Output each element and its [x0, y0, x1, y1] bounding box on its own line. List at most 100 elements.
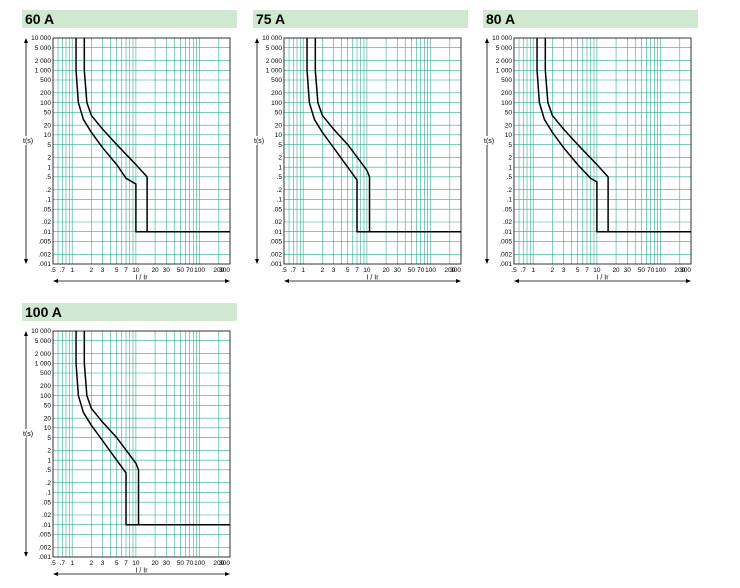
- y-axis-arrowhead-bottom: [255, 259, 259, 264]
- x-tick-label: 5: [576, 267, 580, 274]
- y-tick-label: .005: [38, 532, 51, 539]
- x-axis-label: I / Ir: [596, 275, 609, 282]
- y-axis-arrowhead-bottom: [485, 259, 489, 264]
- x-tick-label: 20: [151, 560, 159, 567]
- y-tick-label: 1: [47, 164, 51, 171]
- y-tick-label: 20: [44, 122, 52, 129]
- y-tick-label: .2: [46, 480, 52, 487]
- x-tick-label: 70: [186, 560, 194, 567]
- y-tick-label: 5: [508, 142, 512, 149]
- x-tick-label: 7: [124, 267, 128, 274]
- x-tick-label: 300: [680, 267, 691, 274]
- x-tick-label: 3: [101, 560, 105, 567]
- x-tick-label: .5: [50, 267, 56, 274]
- x-tick-label: .7: [60, 560, 66, 567]
- x-tick-label: 50: [177, 560, 185, 567]
- x-axis-arrowhead-left: [53, 279, 58, 283]
- y-tick-label: 5: [47, 435, 51, 442]
- x-tick-label: 7: [124, 560, 128, 567]
- y-tick-label: 1 000: [35, 360, 52, 367]
- y-tick-label: .02: [503, 219, 512, 226]
- y-tick-label: .1: [46, 197, 52, 204]
- y-tick-label: 50: [505, 109, 513, 116]
- y-tick-label: .5: [277, 174, 283, 181]
- x-tick-label: 10: [363, 267, 371, 274]
- x-tick-label: 50: [638, 267, 646, 274]
- y-tick-label: .1: [277, 197, 283, 204]
- y-tick-label: 100: [40, 100, 51, 107]
- x-tick-label: 70: [647, 267, 655, 274]
- x-tick-label: .5: [50, 560, 56, 567]
- y-tick-label: 2 000: [496, 58, 513, 65]
- y-tick-label: 1 000: [496, 67, 513, 74]
- curve-lower-bound: [75, 38, 230, 233]
- y-tick-label: 100: [501, 100, 512, 107]
- y-tick-label: .05: [42, 206, 51, 213]
- y-tick-label: 5: [47, 142, 51, 149]
- y-tick-label: 1: [278, 164, 282, 171]
- x-tick-label: 5: [115, 267, 119, 274]
- y-tick-label: 500: [40, 370, 51, 377]
- x-tick-label: 100: [655, 267, 666, 274]
- x-tick-label: 50: [177, 267, 185, 274]
- y-axis-arrowhead-top: [255, 38, 259, 43]
- x-axis-arrowhead-right: [686, 279, 691, 283]
- y-tick-label: 50: [44, 402, 52, 409]
- y-tick-label: 200: [501, 90, 512, 97]
- x-tick-label: 200: [444, 267, 455, 274]
- x-tick-label: 1: [70, 560, 74, 567]
- y-tick-label: .1: [507, 197, 513, 204]
- x-tick-label: 30: [163, 560, 171, 567]
- y-tick-label: 500: [271, 77, 282, 84]
- x-axis-arrowhead-right: [225, 572, 230, 576]
- x-tick-label: 300: [219, 267, 230, 274]
- y-axis-label-bg: [22, 429, 33, 438]
- y-tick-label: .002: [269, 251, 282, 258]
- y-tick-label: .001: [38, 261, 51, 268]
- x-tick-label: .5: [281, 267, 287, 274]
- trip-curve-chart: 10 000 5 000 2 000 1 000 500 200 100 50 20 10 5 2 1.…: [253, 35, 462, 283]
- x-tick-label: 3: [562, 267, 566, 274]
- curve-lower-bound: [536, 38, 691, 233]
- y-tick-label: 2: [508, 155, 512, 162]
- y-tick-label: 1: [47, 457, 51, 464]
- y-tick-label: .005: [269, 239, 282, 246]
- y-tick-label: .02: [42, 512, 51, 519]
- x-tick-label: .7: [521, 267, 527, 274]
- trip-curve-chart: 10 000 5 000 2 000 1 000 500 200 100 50 20 10 5 2 1.…: [22, 328, 231, 576]
- y-tick-label: .002: [499, 251, 512, 258]
- x-axis-arrowhead-left: [284, 279, 289, 283]
- trip-curve-chart: 10 000 5 000 2 000 1 000 500 200 100 50 20 10 5 2 1.…: [483, 35, 692, 283]
- x-tick-label: .5: [511, 267, 517, 274]
- x-tick-label: 5: [115, 560, 119, 567]
- y-axis-label-bg: [483, 136, 494, 145]
- panel-title: 80 A: [486, 11, 516, 27]
- y-tick-label: 1 000: [266, 67, 283, 74]
- y-tick-label: 2: [47, 155, 51, 162]
- curve-upper-bound: [83, 331, 230, 526]
- y-tick-label: 10 000: [31, 328, 51, 335]
- x-tick-label: 70: [186, 267, 194, 274]
- x-tick-label: 1: [301, 267, 305, 274]
- y-tick-label: 200: [271, 90, 282, 97]
- x-tick-label: 2: [90, 267, 94, 274]
- x-tick-label: 1: [70, 267, 74, 274]
- y-axis-arrowhead-top: [24, 331, 28, 336]
- y-axis-label-bg: [22, 136, 33, 145]
- y-axis-label-bg: [253, 136, 264, 145]
- plot-frame: [52, 37, 231, 265]
- y-axis-arrowhead-top: [24, 38, 28, 43]
- y-tick-label: 10: [505, 132, 513, 139]
- x-axis-label: I / Ir: [135, 568, 148, 575]
- x-tick-label: 300: [219, 560, 230, 567]
- x-tick-label: .7: [60, 267, 66, 274]
- y-axis-arrowhead-top: [485, 38, 489, 43]
- y-tick-label: 1: [508, 164, 512, 171]
- x-tick-label: 100: [194, 560, 205, 567]
- x-tick-label: 50: [408, 267, 416, 274]
- y-tick-label: 100: [271, 100, 282, 107]
- y-tick-label: .01: [503, 229, 512, 236]
- x-axis-arrowhead-left: [53, 572, 58, 576]
- panel-title: 100 A: [25, 304, 62, 320]
- x-tick-label: 30: [624, 267, 632, 274]
